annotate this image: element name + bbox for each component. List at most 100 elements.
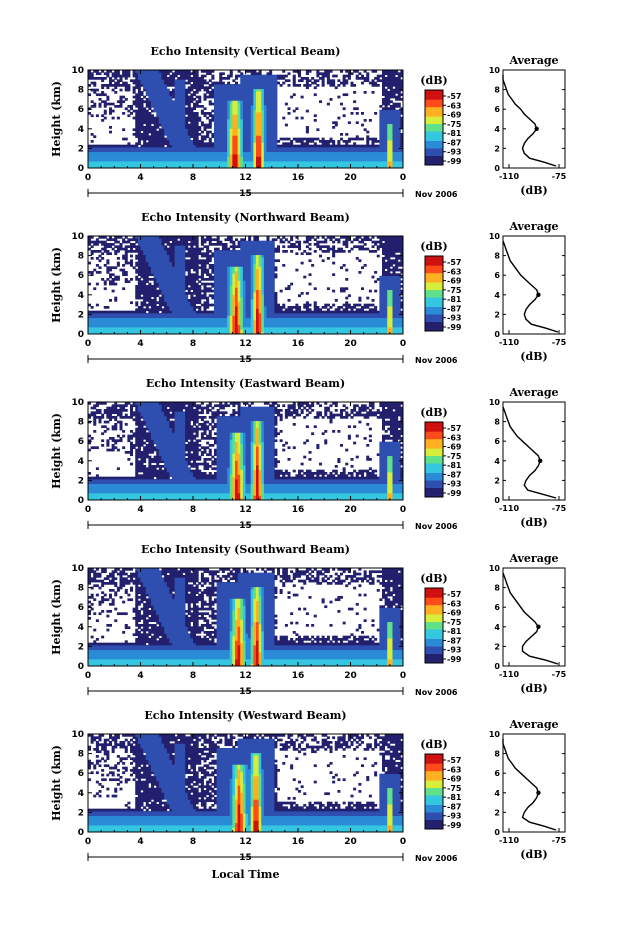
heat-cell <box>175 86 178 89</box>
heat-cell <box>256 93 259 96</box>
heat-cell <box>251 138 254 141</box>
heat-cell <box>93 152 96 155</box>
heat-cell <box>219 105 222 108</box>
heat-cell <box>253 107 256 110</box>
heat-cell <box>259 114 262 117</box>
heat-cell <box>162 72 165 75</box>
heat-cell <box>159 96 162 99</box>
heat-cell <box>204 147 207 150</box>
heat-cell <box>243 84 246 87</box>
heat-cell <box>148 145 151 148</box>
heat-cell <box>230 159 233 162</box>
heat-cell <box>193 159 196 162</box>
heat-cell <box>238 86 241 89</box>
heat-cell <box>154 100 157 103</box>
heat-cell <box>112 89 115 92</box>
heat-cell <box>143 149 146 152</box>
heat-cell <box>114 163 117 166</box>
heat-cell <box>201 110 204 113</box>
heat-cell <box>206 82 209 85</box>
heat-cell <box>188 124 191 127</box>
heat-cell <box>180 89 183 92</box>
heat-cell <box>162 147 165 150</box>
heat-cell <box>251 103 254 106</box>
heat-cell <box>175 138 178 141</box>
heat-cell <box>167 96 170 99</box>
heat-cell <box>248 147 251 150</box>
heat-cell <box>214 147 217 150</box>
heat-cell <box>112 159 115 162</box>
heat-cell <box>235 91 238 94</box>
heat-cell <box>219 100 222 103</box>
heat-cell <box>151 163 154 166</box>
heat-cell <box>256 84 259 87</box>
beam-panel-0: Echo Intensity (Vertical Beam)0246810Hei… <box>50 45 567 199</box>
heat-cell <box>240 149 243 152</box>
heat-cell <box>159 86 162 89</box>
heat-cell <box>253 161 256 164</box>
heat-cell <box>141 124 144 127</box>
heat-cell <box>104 163 107 166</box>
heat-cell <box>120 75 123 78</box>
heat-cell <box>143 119 146 122</box>
heat-cell <box>175 84 178 87</box>
heat-cell <box>141 159 144 162</box>
heat-cell <box>227 117 230 120</box>
heat-cell <box>109 79 112 82</box>
heat-cell <box>230 84 233 87</box>
heat-cell <box>227 91 230 94</box>
heat-cell <box>261 163 264 166</box>
heat-cell <box>243 114 246 117</box>
heat-cell <box>219 119 222 122</box>
heat-cell <box>219 131 222 134</box>
heat-cell <box>156 86 159 89</box>
heat-cell <box>198 161 201 164</box>
heat-cell <box>164 159 167 162</box>
heat-cell <box>104 103 107 106</box>
heat-cell <box>219 89 222 92</box>
heat-cell <box>196 138 199 141</box>
heat-cell <box>138 131 141 134</box>
heat-cell <box>251 75 254 78</box>
heat-cell <box>225 152 228 155</box>
heat-cell <box>91 105 94 108</box>
heat-cell <box>222 149 225 152</box>
heat-cell <box>188 142 191 145</box>
heat-cell <box>222 93 225 96</box>
heat-cell <box>164 133 167 136</box>
heat-cell <box>196 161 199 164</box>
heat-cell <box>230 96 233 99</box>
heat-cell <box>133 147 136 150</box>
heat-cell <box>235 140 238 143</box>
heat-cell <box>230 131 233 134</box>
heat-cell <box>141 75 144 78</box>
heat-cell <box>222 121 225 124</box>
heat-cell <box>120 98 123 101</box>
heat-cell <box>198 128 201 131</box>
heat-cell <box>151 149 154 152</box>
heat-cell <box>138 79 141 82</box>
heat-cell <box>175 93 178 96</box>
heat-cell <box>259 93 262 96</box>
heat-cell <box>214 131 217 134</box>
heat-cell <box>235 100 238 103</box>
heat-cell <box>135 86 138 89</box>
heat-cell <box>214 133 217 136</box>
heat-cell <box>206 154 209 157</box>
heat-cell <box>204 156 207 159</box>
heat-cell <box>122 100 125 103</box>
heat-cell <box>251 163 254 166</box>
heat-cell <box>248 135 251 138</box>
heat-cell <box>211 161 214 164</box>
heat-cell <box>135 161 138 164</box>
heat-cell <box>214 103 217 106</box>
heat-cell <box>227 149 230 152</box>
heat-cell <box>211 93 214 96</box>
heat-cell <box>133 91 136 94</box>
heat-cell <box>238 131 241 134</box>
heat-cell <box>232 98 235 101</box>
heat-cell <box>101 159 104 162</box>
heat-cell <box>141 107 144 110</box>
heat-cell <box>235 126 238 129</box>
heat-cell <box>159 103 162 106</box>
